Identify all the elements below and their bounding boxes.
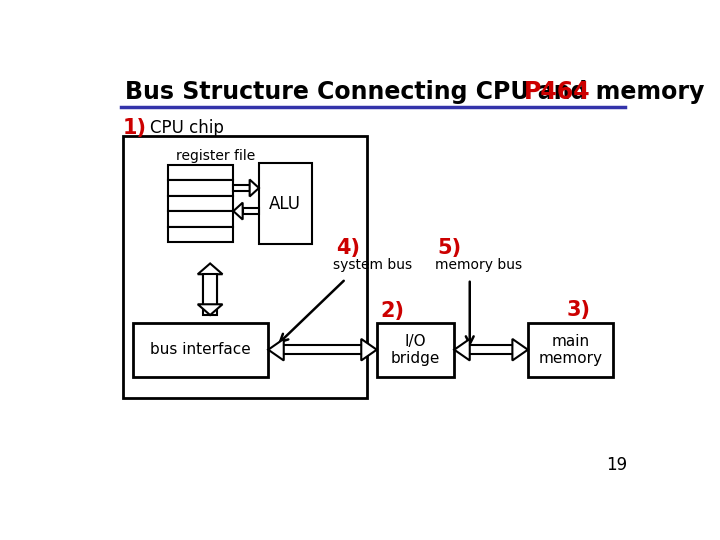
Text: bus interface: bus interface <box>150 342 251 357</box>
Bar <box>168 165 233 180</box>
Bar <box>377 323 454 377</box>
Polygon shape <box>269 339 284 361</box>
Bar <box>168 180 233 195</box>
Text: 4): 4) <box>336 238 360 258</box>
Text: I/O
bridge: I/O bridge <box>391 334 440 366</box>
Bar <box>233 185 250 191</box>
Text: ALU: ALU <box>269 195 301 213</box>
Polygon shape <box>513 339 528 361</box>
Bar <box>528 323 613 377</box>
Text: 5): 5) <box>437 238 462 258</box>
Polygon shape <box>361 339 377 361</box>
Bar <box>168 195 233 211</box>
Bar <box>132 323 269 377</box>
Polygon shape <box>250 179 259 197</box>
Text: CPU chip: CPU chip <box>150 119 225 137</box>
Text: 19: 19 <box>606 456 628 474</box>
Text: 3): 3) <box>566 300 590 320</box>
Bar <box>122 137 366 398</box>
Text: system bus: system bus <box>333 258 413 272</box>
Bar <box>203 274 217 315</box>
Text: main
memory: main memory <box>539 334 603 366</box>
Text: register file: register file <box>176 148 255 163</box>
Bar <box>203 274 217 304</box>
Polygon shape <box>198 304 222 315</box>
Polygon shape <box>454 339 469 361</box>
Polygon shape <box>233 202 243 220</box>
Bar <box>243 208 259 214</box>
Polygon shape <box>198 264 222 274</box>
Text: Bus Structure Connecting CPU and memory: Bus Structure Connecting CPU and memory <box>125 80 704 104</box>
Bar <box>168 226 233 242</box>
Text: 1): 1) <box>122 118 147 138</box>
Text: 2): 2) <box>381 301 405 321</box>
Text: P464: P464 <box>524 80 590 104</box>
Bar <box>168 211 233 226</box>
Text: memory bus: memory bus <box>435 258 522 272</box>
Bar <box>259 164 312 244</box>
